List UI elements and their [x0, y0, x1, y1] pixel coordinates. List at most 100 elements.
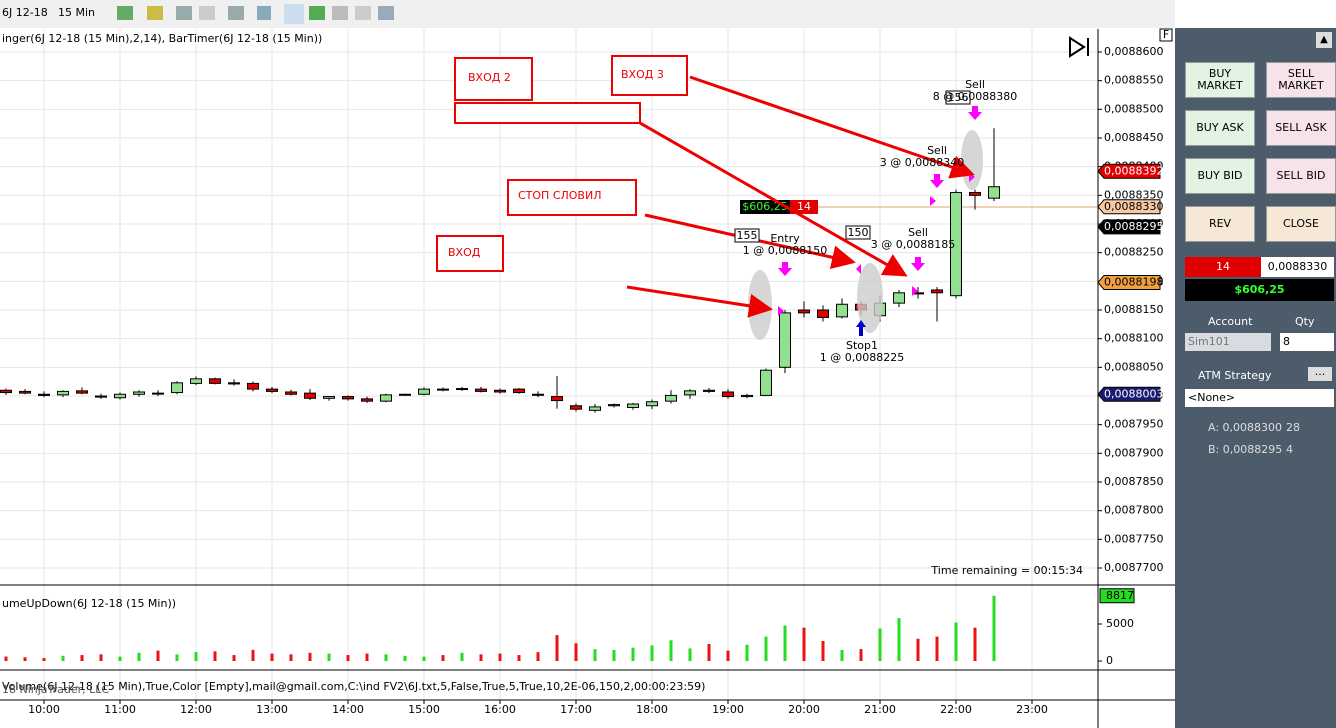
position-price: 0,0088330	[1261, 257, 1334, 277]
volume-bar	[441, 655, 445, 661]
candle-body	[551, 396, 563, 402]
price-marker	[1097, 163, 1161, 179]
atm-select[interactable]: <None>	[1185, 389, 1334, 407]
chart-area	[0, 29, 1175, 728]
bar-count: 150	[848, 226, 869, 239]
sell-bid[interactable]: SELL BID	[1266, 158, 1336, 194]
position-qty: 14	[1185, 257, 1261, 277]
position-box[interactable]	[790, 200, 818, 214]
collapse-button[interactable]: ▲	[1316, 32, 1332, 48]
rev[interactable]: REV	[1185, 206, 1255, 242]
volume-bar	[840, 649, 844, 661]
volume-bar	[175, 654, 179, 661]
candle-body	[76, 390, 88, 394]
volume-bar	[251, 649, 255, 661]
f-box[interactable]	[1159, 28, 1173, 42]
y-tick-label: 0,0088100	[1104, 332, 1164, 345]
close[interactable]: CLOSE	[1266, 206, 1336, 242]
volume-bar	[631, 647, 635, 661]
volume-bar	[612, 649, 616, 661]
play-icon[interactable]	[1069, 36, 1089, 58]
note: СТОП СЛОВИЛ	[518, 189, 601, 202]
f-label: F	[1163, 28, 1169, 41]
toolbar	[0, 0, 1175, 28]
volume-bar	[878, 628, 882, 661]
pnl: $606,25	[742, 200, 788, 213]
buy-ask[interactable]: BUY ASK	[1185, 110, 1255, 146]
atm-label: ATM Strategy	[1198, 369, 1272, 382]
time-label: 12:00	[180, 703, 212, 716]
volume-bar	[80, 655, 84, 661]
volume-bar	[137, 652, 141, 661]
volume-bar	[992, 595, 996, 661]
qty-label: Qty	[1295, 315, 1315, 328]
volume-bar	[61, 655, 65, 661]
candle-body	[456, 388, 468, 391]
trade-label: 3 @ 0,0088340	[880, 156, 964, 169]
volume-bar	[555, 635, 559, 661]
trade-label: 8 @ 0,0088380	[933, 90, 1017, 103]
toolbar-icons[interactable]	[117, 4, 394, 24]
button-label: SELL ASK	[1275, 121, 1327, 134]
candle-body	[627, 403, 639, 408]
volume-bar	[23, 657, 27, 661]
volume-bar	[536, 652, 540, 661]
y-tick-label: 0,0088550	[1104, 74, 1164, 87]
volume-bar	[935, 636, 939, 661]
y-tick-label: 0,0088350	[1104, 188, 1164, 201]
volume-bar	[745, 644, 749, 661]
candle-body	[437, 388, 449, 391]
button-label: SELL	[1287, 67, 1315, 80]
sell-ask[interactable]: SELL ASK	[1266, 110, 1336, 146]
volume-bar	[422, 656, 426, 661]
volume-bar	[346, 655, 350, 661]
sell-market[interactable]: SELL MARKET	[1266, 62, 1336, 98]
volume-bar	[232, 655, 236, 661]
price-marker-label: 0,0088003	[1104, 387, 1164, 400]
candle-body	[323, 396, 335, 399]
candle-body	[304, 392, 316, 399]
price-marker-label: 0,0088198	[1104, 275, 1164, 288]
time-label: 13:00	[256, 703, 288, 716]
ask: A: 0,0088300	[1208, 421, 1283, 434]
order-panel: ▲ BUY MARKET SELL MARKET BUY ASK SELL ASK …	[1175, 28, 1336, 728]
atm-button[interactable]: ...	[1308, 366, 1332, 381]
candle-body	[969, 191, 981, 196]
y-tick-label: 0,0088500	[1104, 102, 1164, 115]
candle-body	[741, 394, 753, 398]
time-label: 19:00	[712, 703, 744, 716]
bid: B: 0,0088295	[1208, 443, 1283, 456]
qty-input[interactable]: 8	[1280, 333, 1334, 351]
volume-bar	[954, 622, 958, 661]
y-tick-label: 0,0088600	[1104, 45, 1164, 58]
candle-body	[988, 186, 1000, 199]
volume-bar	[574, 643, 578, 661]
candle-body	[228, 382, 240, 385]
candle-body	[380, 394, 392, 402]
chart-window: 6J 12-18 15 Min F inger(6J 12-18 (15 Min…	[0, 0, 1175, 728]
buy-market[interactable]: BUY MARKET	[1185, 62, 1255, 98]
time-label: 10:00	[28, 703, 60, 716]
volume-bar	[4, 656, 8, 661]
price-marker-label: 0,0088330	[1104, 200, 1164, 213]
buy-bid[interactable]: BUY BID	[1185, 158, 1255, 194]
time-label: 18:00	[636, 703, 668, 716]
candle-body	[57, 390, 69, 396]
time-label: 23:00	[1016, 703, 1048, 716]
candle-body	[171, 382, 183, 394]
y-tick-label: 0,0087750	[1104, 532, 1164, 545]
candle-body	[684, 390, 696, 396]
candle-body	[342, 396, 354, 400]
volume-bar	[479, 654, 483, 661]
time-label: 17:00	[560, 703, 592, 716]
interval[interactable]: 15 Min	[58, 6, 95, 19]
instrument[interactable]: 6J 12-18	[2, 6, 48, 19]
volume-bar	[916, 638, 920, 661]
candle-body	[38, 393, 50, 396]
candle-body	[494, 389, 506, 393]
candle-body	[152, 392, 164, 395]
account-select[interactable]: Sim101	[1185, 333, 1271, 351]
y-tick-label: 0,0087800	[1104, 504, 1164, 517]
candle-body	[95, 395, 107, 398]
